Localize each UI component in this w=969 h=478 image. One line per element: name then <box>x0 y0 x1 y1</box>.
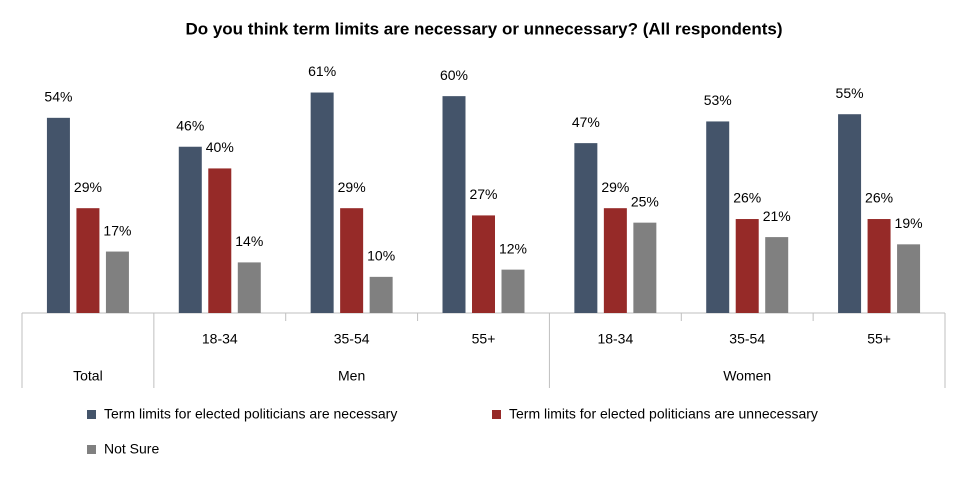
bar <box>442 96 466 314</box>
bar <box>838 114 862 313</box>
x-tick-label: 18-34 <box>202 331 238 347</box>
bar <box>178 146 202 313</box>
value-label: 40% <box>206 139 234 155</box>
value-label: 17% <box>103 222 131 238</box>
value-label: 26% <box>733 190 761 206</box>
group-label: Women <box>723 368 771 384</box>
legend-swatch <box>87 410 96 419</box>
value-label: 19% <box>895 215 923 231</box>
value-label: 55% <box>836 85 864 101</box>
x-tick-label: 35-54 <box>729 331 765 347</box>
group-label: Men <box>338 368 365 384</box>
bar <box>46 117 70 313</box>
bar <box>633 222 657 313</box>
value-label: 29% <box>74 179 102 195</box>
bar <box>310 92 334 314</box>
value-label: 12% <box>499 240 527 256</box>
value-label: 14% <box>235 233 263 249</box>
bar <box>897 244 921 313</box>
bar <box>105 251 129 313</box>
legend-label: Not Sure <box>104 441 159 457</box>
value-label: 61% <box>308 63 336 79</box>
value-label: 27% <box>469 186 497 202</box>
value-label: 53% <box>704 92 732 108</box>
bar <box>340 208 364 313</box>
bar <box>472 215 495 313</box>
group-label: Total <box>73 368 103 384</box>
value-label: 29% <box>338 179 366 195</box>
value-label: 54% <box>44 89 72 105</box>
bar <box>735 219 759 313</box>
bar <box>706 121 730 313</box>
bar <box>574 143 598 313</box>
x-tick-label: 55+ <box>472 331 496 347</box>
bar <box>76 208 100 313</box>
value-label: 25% <box>631 193 659 209</box>
bar <box>237 262 261 313</box>
bar <box>369 276 393 313</box>
value-label: 26% <box>865 190 893 206</box>
legend-swatch <box>492 410 501 419</box>
value-label: 29% <box>601 179 629 195</box>
value-label: 10% <box>367 248 395 264</box>
bar <box>501 269 525 313</box>
x-tick-label: 18-34 <box>597 331 633 347</box>
value-label: 60% <box>440 67 468 83</box>
value-label: 46% <box>176 117 204 133</box>
bar <box>867 219 891 313</box>
chart-title: Do you think term limits are necessary o… <box>185 19 782 38</box>
bar <box>603 208 627 313</box>
bar <box>765 237 789 313</box>
legend-label: Term limits for elected politicians are … <box>104 406 397 422</box>
x-tick-label: 55+ <box>867 331 891 347</box>
legend-label: Term limits for elected politicians are … <box>509 406 818 422</box>
legend-swatch <box>87 445 96 454</box>
value-label: 21% <box>763 208 791 224</box>
x-tick-label: 35-54 <box>334 331 370 347</box>
value-label: 47% <box>572 114 600 130</box>
bar <box>208 168 232 313</box>
